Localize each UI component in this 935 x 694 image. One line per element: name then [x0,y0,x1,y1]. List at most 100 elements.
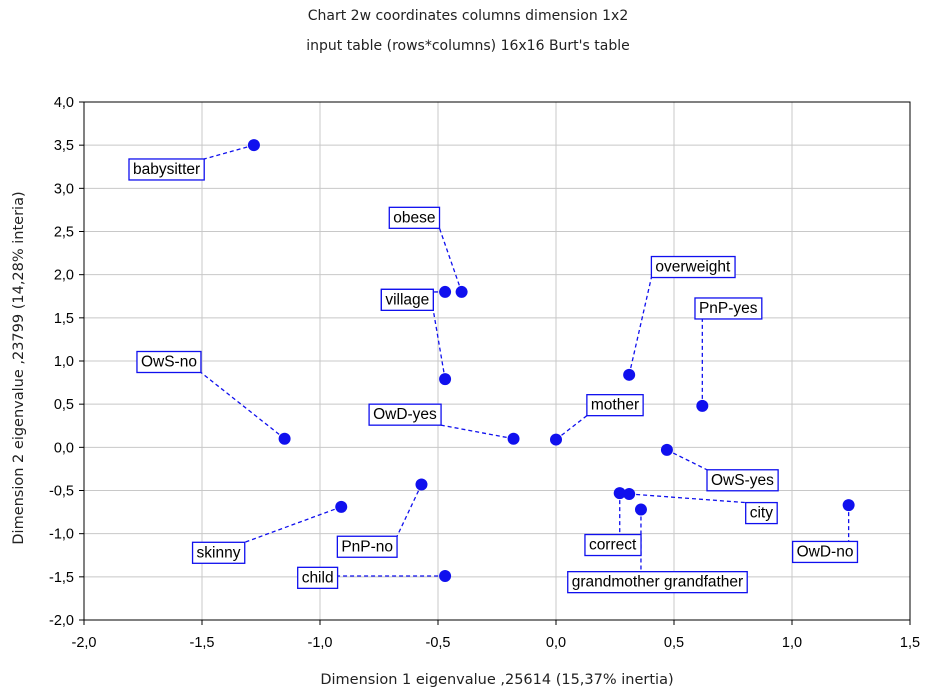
leader-line [629,493,746,504]
grid-lines [84,102,910,620]
x-tick-label: -1,0 [308,635,333,651]
data-point [335,500,348,513]
point-label: PnP-yes [694,297,763,320]
point-label: village [380,288,434,311]
data-point [455,285,468,298]
point-label-text: grandmother grandfather [572,574,743,591]
data-point [634,503,647,516]
data-point [415,478,428,491]
point-label-box [745,501,778,525]
y-tick-label: -1,5 [49,570,74,586]
leader-line [204,144,255,160]
data-point [439,285,452,298]
chart-subtitle: input table (rows*columns) 16x16 Burt's … [306,38,629,54]
x-tick-label: -2,0 [72,635,97,651]
point-label: city [745,501,778,525]
point-label-text: overweight [655,259,731,276]
y-axis-title: Dimension 2 eigenvalue ,23799 (14,28% in… [11,191,27,544]
point-label-text: OwD-yes [373,406,437,423]
point-label: OwS-yes [706,469,779,492]
data-point [623,368,636,381]
point-label-text: skinny [197,544,241,561]
data-point [247,139,260,152]
x-axis-title: Dimension 1 eigenvalue ,25614 (15,37% in… [320,672,673,688]
point-label: OwS-no [136,350,202,374]
data-point [439,569,452,582]
point-label-box [706,469,779,492]
point-label: OwD-yes [368,403,442,426]
point-label: grandmother grandfather [567,571,748,594]
point-label-text: correct [589,537,637,554]
data-point [623,487,636,500]
data-point [842,499,855,512]
leader-line [666,449,708,471]
x-tick-label: 1,0 [782,635,802,651]
leader-line [628,277,653,375]
point-label: PnP-no [336,535,398,558]
y-tick-label: 0,5 [54,397,74,413]
point-label-text: village [385,291,429,308]
point-label-text: OwS-no [141,354,197,371]
point-label: overweight [650,255,736,279]
y-tick-label: -0,5 [49,484,74,500]
leader-lines [200,144,850,577]
leader-line [200,371,286,440]
point-label: correct [584,533,642,557]
point-label-box [584,533,642,557]
y-tick-label: 4,0 [54,95,74,111]
point-label: skinny [191,541,246,564]
y-tick-label: 1,0 [54,354,74,370]
axis-ticks: -2,0 -1,5 -1,0 -0,5 0,0 0,5 1,0 1,5 4,0 3,5 3,0 2,5… [49,95,920,651]
x-tick-label: 0,5 [664,635,684,651]
leader-line [244,506,342,543]
y-tick-label: 2,5 [54,225,74,241]
point-label-box [128,158,205,181]
x-tick-label: -1,5 [190,635,215,651]
y-tick-label: 3,0 [54,181,74,197]
leader-line [432,310,446,380]
point-label-box [694,297,763,320]
y-tick-label: 3,5 [54,138,74,154]
leader-line [438,228,463,293]
point-label-box [336,535,398,558]
point-label: child [297,566,339,589]
point-labels: babysitter obese village overweight PnP-yes O… [128,158,859,594]
y-tick-label: 0,0 [54,440,74,456]
point-label-text: obese [393,209,435,226]
point-label-box [368,403,442,426]
point-label-text: babysitter [133,161,200,178]
point-label-box [650,255,736,279]
y-tick-label: -2,0 [49,613,74,629]
point-label: mother [586,394,644,417]
point-label-text: OwS-yes [711,472,774,489]
point-label-text: child [302,569,334,586]
point-label-box [297,566,339,589]
data-point [278,432,291,445]
point-label-box [136,350,202,374]
data-point [439,373,452,386]
leader-line [396,484,423,537]
data-point [660,443,673,456]
y-tick-label: 2,0 [54,268,74,284]
point-label-text: PnP-no [341,538,393,555]
point-label-box [586,394,644,417]
plot-frame [83,101,911,621]
point-label-box [567,571,748,594]
x-tick-label: 1,5 [900,635,920,651]
data-point [613,487,626,500]
point-label-text: OwD-no [797,543,854,560]
point-label-box [791,540,859,564]
point-label: obese [388,206,441,229]
x-tick-label: -0,5 [426,635,451,651]
point-label-box [191,541,246,564]
data-point [507,432,520,445]
point-label: OwD-no [791,540,859,564]
point-label: babysitter [128,158,205,181]
data-point [550,433,562,446]
data-points [247,139,855,582]
point-label-text: city [750,505,774,522]
data-point [696,399,709,412]
point-label-text: PnP-yes [699,300,758,317]
y-tick-label: 1,5 [54,311,74,327]
